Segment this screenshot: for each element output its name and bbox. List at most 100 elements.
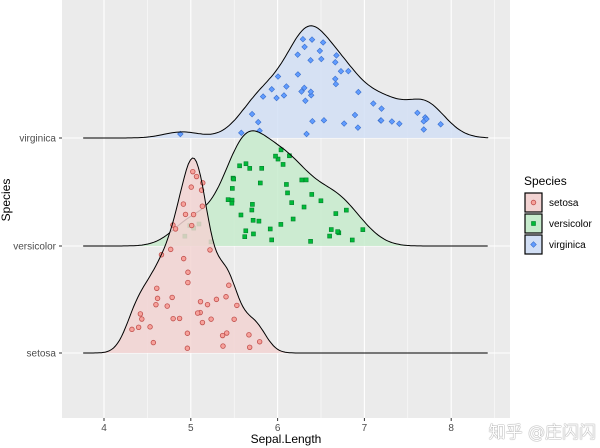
data-point-virginica <box>388 118 396 125</box>
data-point-versicolor <box>267 226 273 232</box>
legend-label: virginica <box>549 240 586 251</box>
data-point-versicolor <box>280 162 286 167</box>
data-point-setosa <box>190 168 196 175</box>
data-point-setosa <box>199 319 206 326</box>
data-point-versicolor <box>273 153 278 159</box>
data-point-virginica <box>316 47 324 55</box>
data-point-virginica <box>238 129 245 137</box>
data-point-setosa <box>256 339 263 345</box>
data-point-versicolor <box>349 237 355 243</box>
data-point-versicolor <box>275 156 281 162</box>
ridge-setosa <box>83 157 488 354</box>
data-point-versicolor <box>230 186 235 191</box>
x-tick-label: 8 <box>448 423 454 434</box>
x-tick-label: 5 <box>188 423 194 434</box>
data-point-setosa <box>208 316 214 322</box>
y-tick-label: setosa <box>27 349 57 360</box>
data-point-virginica <box>333 52 340 59</box>
data-point-virginica <box>302 97 309 105</box>
data-point-versicolor <box>299 177 305 183</box>
data-point-versicolor <box>303 177 309 183</box>
data-point-virginica <box>255 118 262 126</box>
data-point-setosa <box>137 311 144 317</box>
data-point-virginica <box>355 88 362 96</box>
data-point-setosa <box>153 301 159 308</box>
data-point-virginica <box>248 110 256 118</box>
data-point-versicolor <box>247 166 253 171</box>
density-area-versicolor <box>83 130 488 246</box>
data-point-virginica <box>268 86 275 93</box>
data-point-versicolor <box>243 228 249 234</box>
data-point-versicolor <box>301 204 307 210</box>
data-point-setosa <box>182 211 189 218</box>
data-point-virginica <box>301 84 308 92</box>
data-point-virginica <box>414 109 421 117</box>
data-point-setosa <box>226 282 232 288</box>
data-point-virginica <box>354 124 362 131</box>
data-point-setosa <box>197 298 204 305</box>
x-tick-label: 6 <box>275 423 281 434</box>
density-area-virginica <box>83 25 488 138</box>
legend-item-versicolor: versicolor <box>524 213 592 234</box>
axes: 4 5 6 7 8 setosa versicolor virginica <box>13 134 454 435</box>
data-point-setosa <box>204 301 211 308</box>
data-point-versicolor <box>327 233 332 239</box>
data-point-virginica <box>274 73 282 80</box>
data-point-versicolor <box>237 163 242 169</box>
data-point-virginica <box>299 35 307 43</box>
data-point-setosa <box>135 324 142 331</box>
data-point-versicolor <box>257 180 263 186</box>
data-point-virginica <box>298 88 305 95</box>
data-point-setosa <box>220 343 226 349</box>
data-point-versicolor <box>251 231 256 237</box>
data-point-setosa <box>185 269 191 275</box>
data-point-versicolor <box>225 197 231 202</box>
data-point-virginica <box>280 92 288 99</box>
watermark: 知乎 @庄闪闪 <box>488 423 596 443</box>
data-point-versicolor <box>249 207 255 213</box>
data-point-versicolor <box>250 217 256 223</box>
data-point-versicolor <box>278 147 284 153</box>
data-point-versicolor <box>284 182 289 187</box>
data-point-setosa <box>180 255 187 262</box>
data-point-virginica <box>283 83 290 90</box>
data-point-virginica <box>307 88 315 95</box>
data-point-virginica <box>309 117 316 125</box>
data-point-versicolor <box>243 161 249 167</box>
x-tick-label: 4 <box>101 423 107 434</box>
data-point-setosa <box>180 201 187 207</box>
data-point-setosa <box>194 310 201 316</box>
data-point-setosa <box>224 330 230 336</box>
data-point-setosa <box>231 316 237 322</box>
y-tick-label: virginica <box>19 134 56 145</box>
data-point-setosa <box>176 315 183 322</box>
data-point-setosa <box>139 316 145 322</box>
data-point-versicolor <box>238 212 244 218</box>
density-line-setosa <box>83 157 488 354</box>
density-line-virginica <box>83 25 489 139</box>
data-point-virginica <box>337 68 345 75</box>
ridges <box>83 25 489 354</box>
data-point-setosa <box>188 184 194 190</box>
data-point-virginica <box>294 51 301 58</box>
data-point-virginica <box>318 55 325 63</box>
data-point-versicolor <box>259 166 265 171</box>
data-point-setosa <box>164 303 170 309</box>
data-point-versicolor <box>250 202 255 207</box>
data-point-virginica <box>273 94 280 102</box>
data-point-versicolor <box>333 211 339 216</box>
data-point-versicolor <box>318 198 324 204</box>
data-point-setosa <box>193 173 200 180</box>
data-point-setosa <box>167 246 174 253</box>
data-point-virginica <box>307 57 314 64</box>
data-point-setosa <box>199 203 206 209</box>
data-point-versicolor <box>229 200 235 206</box>
data-point-setosa <box>169 294 175 301</box>
data-point-setosa <box>184 345 191 351</box>
data-point-versicolor <box>278 222 284 227</box>
data-point-versicolor <box>285 190 290 196</box>
legend-title: Species <box>524 174 567 188</box>
data-point-virginica <box>319 39 327 46</box>
data-point-versicolor <box>344 207 349 213</box>
legend-item-virginica: virginica <box>524 234 586 255</box>
